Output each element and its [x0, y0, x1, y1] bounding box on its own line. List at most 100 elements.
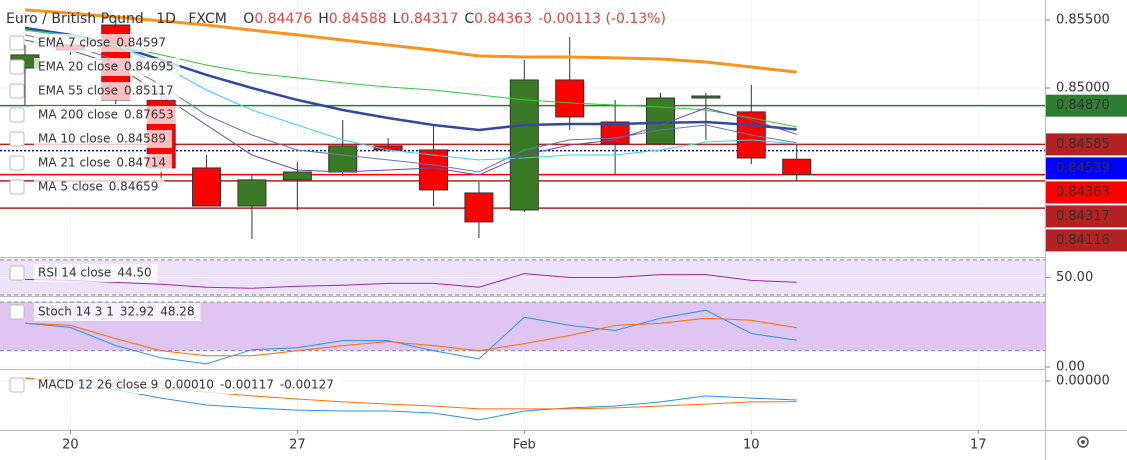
quote-value: 0.84317 [400, 11, 458, 27]
level-badge [1046, 181, 1127, 204]
legend-toggle [9, 83, 25, 99]
series-line [24, 29, 797, 128]
pane [0, 301, 1045, 368]
interval: 1D [156, 11, 176, 27]
gear-hub[interactable] [1081, 440, 1085, 444]
series-line [24, 377, 797, 421]
candle-body [237, 179, 267, 207]
header: Euro / British Pound 1D FXCM O0.84476 H0.… [6, 11, 666, 27]
series-line [24, 273, 797, 289]
symbol: Euro / British Pound [6, 11, 144, 27]
y-tick-label: 50.00 [1056, 270, 1093, 285]
candle-body [464, 192, 494, 223]
legend-bg [34, 264, 158, 282]
legend-value: 32.92 [120, 305, 154, 319]
y-tick-label: 0.85000 [1056, 80, 1110, 95]
legend-value: 44.50 [117, 266, 151, 280]
level-label: 0.84585 [1056, 137, 1110, 152]
legend-bg [34, 82, 180, 100]
level-label: 0.84870 [1056, 98, 1110, 113]
legend-value: 0.87653 [124, 108, 174, 122]
quote-value: 0.84588 [329, 11, 387, 27]
candle-body [691, 95, 721, 99]
legend-bg [34, 376, 340, 394]
pane [0, 8, 1045, 239]
legend-toggle [9, 59, 25, 75]
legend-value: 0.84659 [109, 180, 159, 194]
legend-toggle [9, 107, 25, 123]
legend-toggle [9, 377, 25, 393]
x-tick-label: 17 [970, 438, 987, 453]
legend-value: 0.84695 [124, 60, 174, 74]
quote-value: 0.84363 [474, 11, 532, 27]
quote-value: 0.84476 [254, 11, 312, 27]
y-tick-label: 0.85500 [1056, 12, 1110, 27]
level-label: 0.84116 [1056, 233, 1110, 248]
legend-value: 0.84714 [116, 156, 166, 170]
legend-value: -0.00117 [220, 378, 274, 392]
legend-value: -0.00127 [280, 378, 334, 392]
legend-name: MACD 12 26 close 9 [38, 378, 158, 392]
y-tick-label: 0.00 [1056, 359, 1085, 374]
legend-toggle [9, 35, 25, 51]
legend-bg [34, 154, 172, 172]
series-line [24, 317, 797, 357]
pane [0, 259, 1045, 296]
legend-value: 0.85117 [124, 84, 174, 98]
plots [0, 0, 1045, 430]
legend-toggle [9, 131, 25, 147]
legend-name: EMA 55 close [38, 84, 118, 98]
gear-icon[interactable] [1077, 436, 1089, 448]
source: FXCM [188, 11, 226, 27]
x-tick-label: 10 [743, 438, 760, 453]
legend-toggle [9, 265, 25, 281]
level-label: 0.84363 [1056, 185, 1110, 200]
legend-value: 0.84597 [116, 36, 166, 50]
legends: EMA 7 close 0.84597 EMA 20 close 0.84695 EMA… [9, 34, 340, 394]
x-tick-label: 20 [62, 438, 79, 453]
axes: 20 27 Feb 10 17 0.85500 0.85000 0.84870 0.84585 0… [62, 12, 1127, 453]
level-badge [1046, 229, 1127, 252]
legend-bg [34, 34, 172, 52]
series-line [24, 8, 797, 74]
legend-bg [34, 58, 180, 76]
quote-change: -0.00113 (-0.13%) [538, 11, 666, 27]
legend-value: 48.28 [160, 305, 194, 319]
series-line [24, 309, 797, 365]
legend-toggle [9, 179, 25, 195]
candle-body [192, 167, 222, 207]
legend-value: 0.84589 [116, 132, 166, 146]
level-badge [1046, 157, 1127, 180]
x-tick-label: 27 [289, 438, 306, 453]
legend-bg [34, 106, 180, 124]
level-label: 0.84317 [1056, 209, 1110, 224]
legend-toggle [9, 304, 25, 320]
level-badge [1046, 133, 1127, 156]
x-tick-label: Feb [513, 438, 536, 453]
level-badge [1046, 94, 1127, 117]
legend-name: MA 21 close [38, 156, 110, 170]
level-badge [1046, 205, 1127, 228]
legend-name: EMA 20 close [38, 60, 118, 74]
quote-key: H [318, 11, 329, 27]
quote-key: O [243, 11, 254, 27]
candle-body [282, 171, 312, 181]
legend-name: MA 200 close [38, 108, 118, 122]
quote-key: C [464, 11, 474, 27]
candle-body [328, 145, 358, 173]
legend-name: EMA 7 close [38, 36, 110, 50]
candle-body [782, 158, 812, 176]
legend-toggle [9, 155, 25, 171]
legend-bg [34, 178, 165, 196]
legend-bg [34, 130, 172, 148]
legend-name: MA 5 close [38, 180, 103, 194]
candle-body [509, 79, 539, 211]
legend-name: MA 10 close [38, 132, 110, 146]
legend-name: Stoch 14 3 1 [38, 305, 114, 319]
series-line [24, 34, 797, 173]
quote-key: L [393, 11, 401, 27]
legend-bg [34, 303, 201, 321]
legend-value: 0.00010 [164, 378, 214, 392]
settings-button[interactable] [1077, 436, 1089, 448]
